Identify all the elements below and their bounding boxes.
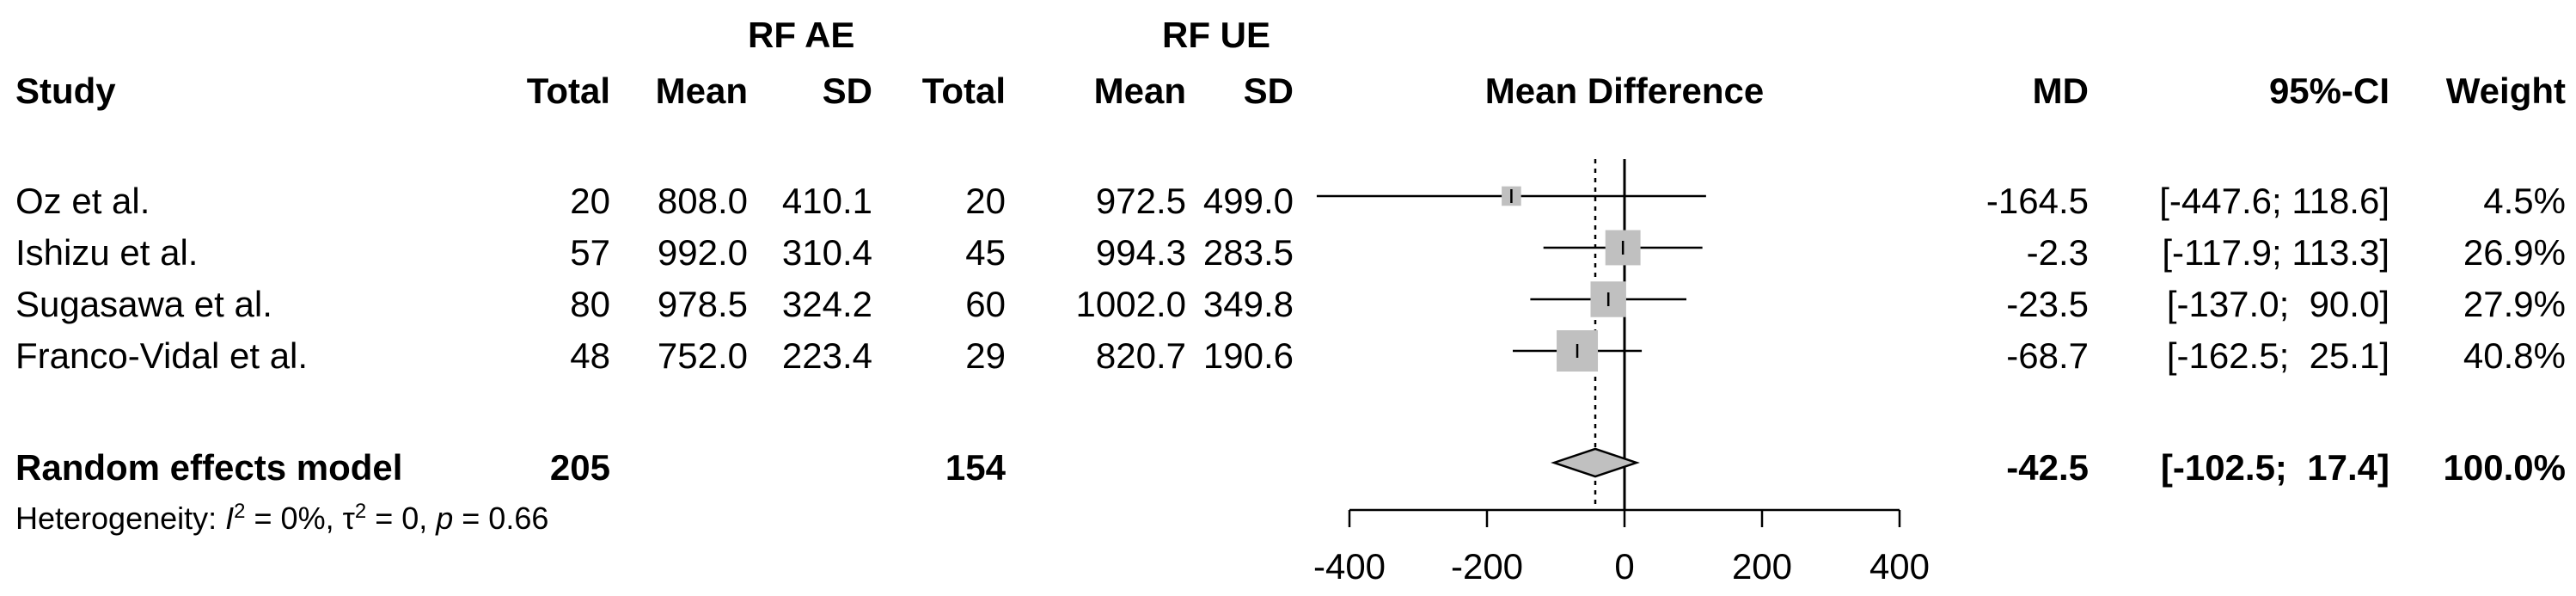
x-tick-label: -200 bbox=[1451, 546, 1523, 587]
mean-ctrl: 972.5 bbox=[1095, 181, 1186, 221]
i2-value: = 0%, bbox=[245, 501, 343, 536]
sd-ctrl: 499.0 bbox=[1202, 181, 1294, 221]
pooled-ci: [-102.5; 17.4] bbox=[2160, 447, 2389, 488]
header-group-exp: RF AE bbox=[748, 15, 855, 55]
tau-symbol: τ bbox=[342, 501, 355, 536]
total-ctrl: 20 bbox=[965, 181, 1006, 221]
mean-exp: 978.5 bbox=[657, 284, 748, 324]
total-exp: 48 bbox=[570, 335, 610, 376]
pooled-total-ctrl: 154 bbox=[945, 447, 1006, 488]
header-group-ctrl: RF UE bbox=[1162, 15, 1270, 55]
md-value: -68.7 bbox=[2006, 335, 2089, 376]
total-exp: 57 bbox=[570, 232, 610, 273]
mean-ctrl: 820.7 bbox=[1095, 335, 1186, 376]
header-md: MD bbox=[2032, 71, 2089, 111]
x-tick-label: 200 bbox=[1732, 546, 1792, 587]
pooled-weight: 100.0% bbox=[2443, 447, 2566, 488]
mean-exp: 992.0 bbox=[657, 232, 748, 273]
total-ctrl: 45 bbox=[965, 232, 1006, 273]
ci-value: [-447.6; 118.6] bbox=[2159, 181, 2389, 221]
ci-value: [-137.0; 90.0] bbox=[2166, 284, 2389, 324]
tau-value: = 0, bbox=[366, 501, 437, 536]
header-mean-ctrl: Mean bbox=[1093, 71, 1186, 111]
sd-ctrl: 283.5 bbox=[1202, 232, 1294, 273]
sd-ctrl: 349.8 bbox=[1202, 284, 1294, 324]
mean-ctrl: 1002.0 bbox=[1075, 284, 1186, 324]
x-tick-label: 400 bbox=[1869, 546, 1930, 587]
pooled-name: Random effects model bbox=[15, 447, 403, 488]
sd-exp: 324.2 bbox=[781, 284, 872, 324]
total-exp: 20 bbox=[570, 181, 610, 221]
mean-ctrl: 994.3 bbox=[1095, 232, 1186, 273]
md-value: -23.5 bbox=[2006, 284, 2089, 324]
header-study: Study bbox=[15, 71, 116, 111]
md-value: -164.5 bbox=[1986, 181, 2089, 221]
weight-value: 4.5% bbox=[2483, 181, 2566, 221]
header-weight: Weight bbox=[2445, 71, 2566, 111]
ci-value: [-162.5; 25.1] bbox=[2166, 335, 2389, 376]
header-plot: Mean Difference bbox=[1484, 71, 1765, 111]
total-exp: 80 bbox=[570, 284, 610, 324]
header-ci: 95%-CI bbox=[2268, 71, 2389, 111]
header-sd-exp: SD bbox=[822, 71, 872, 111]
study-name: Sugasawa et al. bbox=[15, 284, 272, 324]
sd-exp: 410.1 bbox=[781, 181, 872, 221]
mean-exp: 808.0 bbox=[657, 181, 748, 221]
study-name: Ishizu et al. bbox=[15, 232, 199, 273]
total-ctrl: 60 bbox=[965, 284, 1006, 324]
heterogeneity-prefix: Heterogeneity: bbox=[15, 501, 226, 536]
x-tick-label: 0 bbox=[1614, 546, 1634, 587]
header-sd-ctrl: SD bbox=[1243, 71, 1294, 111]
p-symbol: p bbox=[436, 501, 454, 536]
study-name: Franco-Vidal et al. bbox=[15, 335, 309, 376]
weight-value: 40.8% bbox=[2463, 335, 2566, 376]
header-total-ctrl: Total bbox=[921, 71, 1006, 111]
pooled-total-exp: 205 bbox=[549, 447, 610, 488]
header-total-exp: Total bbox=[526, 71, 610, 111]
sd-exp: 223.4 bbox=[781, 335, 872, 376]
study-name: Oz et al. bbox=[15, 181, 150, 221]
heterogeneity-text: Heterogeneity: I2 = 0%, τ2 = 0, p = 0.66 bbox=[15, 500, 549, 536]
x-tick-label: -400 bbox=[1313, 546, 1386, 587]
total-ctrl: 29 bbox=[965, 335, 1006, 376]
header-mean-exp: Mean bbox=[655, 71, 748, 111]
sd-exp: 310.4 bbox=[781, 232, 872, 273]
sd-ctrl: 190.6 bbox=[1202, 335, 1294, 376]
weight-value: 26.9% bbox=[2463, 232, 2566, 273]
pooled-md: -42.5 bbox=[2006, 447, 2089, 488]
p-value: = 0.66 bbox=[453, 501, 549, 536]
mean-exp: 752.0 bbox=[657, 335, 748, 376]
i2-symbol: I bbox=[225, 501, 235, 536]
md-value: -2.3 bbox=[2026, 232, 2089, 273]
ci-value: [-117.9; 113.3] bbox=[2162, 232, 2389, 273]
weight-value: 27.9% bbox=[2463, 284, 2566, 324]
pooled-diamond bbox=[1551, 447, 1640, 478]
